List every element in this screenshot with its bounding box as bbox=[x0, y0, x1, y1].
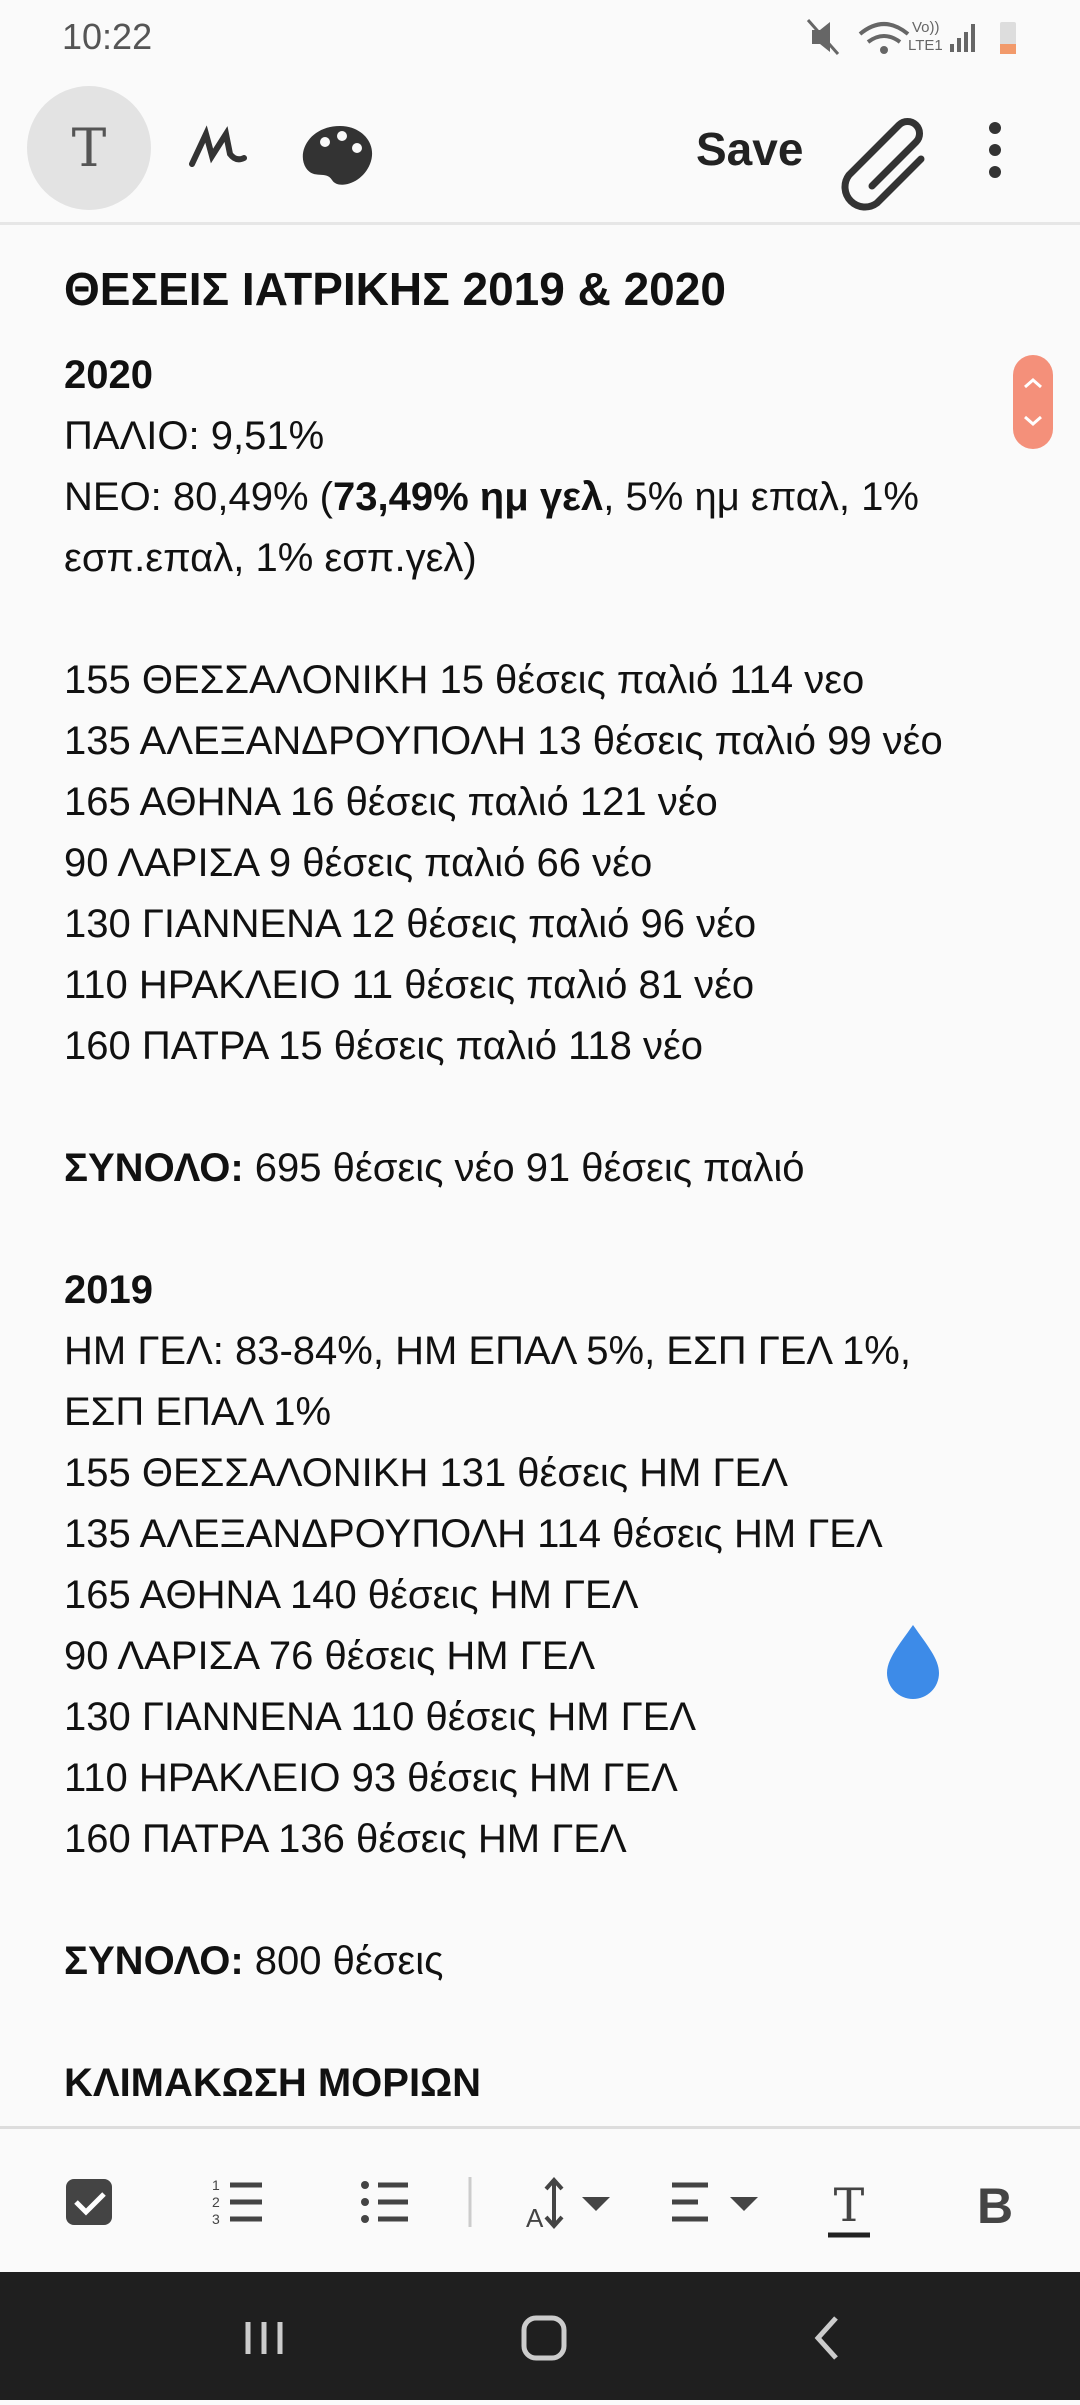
note-toolbar: T Save bbox=[0, 76, 1080, 225]
text-line: ΣΥΝΟΛΟ: 800 θέσεις bbox=[64, 1931, 990, 1992]
pen-button[interactable] bbox=[189, 125, 247, 167]
svg-text:A: A bbox=[526, 2203, 544, 2233]
text-line: 90 ΛΑΡΙΣΑ 9 θέσεις παλιό 66 νέο bbox=[64, 833, 990, 894]
text-style-button[interactable]: T bbox=[828, 2178, 870, 2238]
note-title: ΘΕΣΕΙΣ ΙΑΤΡΙΚΗΣ 2019 & 2020 bbox=[64, 263, 726, 315]
text-run: 155 ΘΕΣΣΑΛΟΝΙΚΗ 15 θέσεις παλιό 114 νεο bbox=[64, 658, 865, 702]
text-run: 90 ΛΑΡΙΣΑ 9 θέσεις παλιό 66 νέο bbox=[64, 841, 653, 885]
bold-run: ΣΥΝΟΛΟ: bbox=[64, 1939, 244, 1983]
text-run: 800 θέσεις bbox=[243, 1939, 444, 1983]
text-run: 90 ΛΑΡΙΣΑ 76 θέσεις ΗΜ ΓΕΛ bbox=[64, 1634, 596, 1678]
text-line: 130 ΓΙΑΝΝΕΝΑ 110 θέσεις ΗΜ ΓΕΛ bbox=[64, 1687, 990, 1748]
bold-run: 73,49% ημ γελ bbox=[333, 475, 604, 519]
paragraph: ΣΥΝΟΛΟ: 800 θέσεις bbox=[0, 1931, 1080, 1992]
clock: 10:22 bbox=[62, 16, 153, 57]
paragraph: ΚΛΙΜΑΚΩΣΗ ΜΟΡΙΩΝ bbox=[0, 2053, 1080, 2114]
bold-button[interactable]: B bbox=[977, 2178, 1013, 2234]
svg-text:T: T bbox=[72, 119, 107, 179]
text-run: ΠΑΛΙΟ: 9,51% bbox=[64, 414, 325, 458]
recents-button[interactable] bbox=[245, 2322, 283, 2354]
text-run: 130 ΓΙΑΝΝΕΝΑ 12 θέσεις παλιό 96 νέο bbox=[64, 902, 757, 946]
paragraph: 2019 ΗΜ ΓΕΛ: 83-84%, ΗΜ ΕΠΑΛ 5%, ΕΣΠ ΓΕΛ … bbox=[0, 1260, 1080, 1870]
text-line: 135 ΑΛΕΞΑΝΔΡΟΥΠΟΛΗ 13 θέσεις παλιό 99 νέ… bbox=[64, 711, 990, 772]
align-button[interactable] bbox=[672, 2182, 758, 2222]
text-run: 130 ΓΙΑΝΝΕΝΑ 110 θέσεις ΗΜ ΓΕΛ bbox=[64, 1695, 697, 1739]
nav-icons bbox=[245, 2315, 838, 2361]
navigation-bar bbox=[0, 2272, 1080, 2400]
text-line: 155 ΘΕΣΣΑΛΟΝΙΚΗ 131 θέσεις ΗΜ ΓΕΛ bbox=[64, 1443, 990, 1504]
paragraph: 2020 ΠΑΛΙΟ: 9,51% ΝΕΟ: 80,49% (73,49% ημ γ… bbox=[0, 345, 1080, 589]
bold-run: 2019 bbox=[64, 1268, 153, 1312]
text-run: 160 ΠΑΤΡΑ 15 θέσεις παλιό 118 νέο bbox=[64, 1024, 704, 1068]
text-run: ΝΕΟ: 80,49% ( bbox=[64, 475, 334, 519]
paragraph: ΣΥΝΟΛΟ: 695 θέσεις νέο 91 θέσεις παλιό bbox=[0, 1138, 1080, 1199]
text-run: 160 ΠΑΤΡΑ 136 θέσεις ΗΜ ΓΕΛ bbox=[64, 1817, 627, 1861]
back-button[interactable] bbox=[814, 2316, 838, 2360]
text-run: 165 ΑΘΗΝΑ 16 θέσεις παλιό 121 νέο bbox=[64, 780, 718, 824]
text-run: , 5% ημ επαλ, 1% εσπ.επαλ, 1% εσπ.γελ) bbox=[64, 475, 919, 580]
text-line: 160 ΠΑΤΡΑ 136 θέσεις ΗΜ ΓΕΛ bbox=[64, 1809, 990, 1870]
text-line: 135 ΑΛΕΞΑΝΔΡΟΥΠΟΛΗ 114 θέσεις ΗΜ ΓΕΛ bbox=[64, 1504, 990, 1565]
text-line: 2019 bbox=[64, 1260, 990, 1321]
note-content: ΘΕΣΕΙΣ ΙΑΤΡΙΚΗΣ 2019 & 2020 2020 ΠΑΛΙΟ: 9… bbox=[0, 225, 1080, 2125]
text-run: ΗΜ ΓΕΛ: 83-84%, ΗΜ ΕΠΑΛ 5%, ΕΣΠ ΓΕΛ 1%, … bbox=[64, 1329, 911, 1434]
text-line: 165 ΑΘΗΝΑ 16 θέσεις παλιό 121 νέο bbox=[64, 772, 990, 833]
text-run: 165 ΑΘΗΝΑ 140 θέσεις ΗΜ ΓΕΛ bbox=[64, 1573, 639, 1617]
numbered-list-button[interactable] bbox=[230, 2182, 262, 2222]
text-line: ΠΑΛΙΟ: 9,51% bbox=[64, 406, 990, 467]
text-run: 135 ΑΛΕΞΑΝΔΡΟΥΠΟΛΗ 114 θέσεις ΗΜ ΓΕΛ bbox=[64, 1512, 883, 1556]
bold-run: 2020 bbox=[64, 353, 153, 397]
svg-text:T: T bbox=[834, 2178, 865, 2232]
text-line: 165 ΑΘΗΝΑ 140 θέσεις ΗΜ ΓΕΛ bbox=[64, 1565, 990, 1626]
save-button[interactable]: Save bbox=[696, 123, 804, 175]
format-icons: 123 A T B bbox=[66, 2176, 1013, 2238]
text-run: 135 ΑΛΕΞΑΝΔΡΟΥΠΟΛΗ 13 θέσεις παλιό 99 νέ… bbox=[64, 719, 943, 763]
text-line: 90 ΛΑΡΙΣΑ 76 θέσεις ΗΜ ΓΕΛ bbox=[64, 1626, 990, 1687]
text-line: ΝΕΟ: 80,49% (73,49% ημ γελ, 5% ημ επαλ, … bbox=[64, 467, 990, 589]
status-bar: 10:22 Vo)) LTE1 bbox=[0, 0, 1080, 76]
text-line: 155 ΘΕΣΣΑΛΟΝΙΚΗ 15 θέσεις παλιό 114 νεο bbox=[64, 650, 990, 711]
text-run: 695 θέσεις νέο 91 θέσεις παλιό bbox=[243, 1146, 805, 1190]
status-icons: Vo)) LTE1 bbox=[806, 19, 1016, 55]
paragraph: 155 ΘΕΣΣΑΛΟΝΙΚΗ 15 θέσεις παλιό 114 νεο 1… bbox=[0, 650, 1080, 1077]
svg-text:3: 3 bbox=[212, 2211, 220, 2227]
text-run: 155 ΘΕΣΣΑΛΟΝΙΚΗ 131 θέσεις ΗΜ ΓΕΛ bbox=[64, 1451, 788, 1495]
text-mode-button[interactable] bbox=[27, 86, 151, 210]
text-run: 110 ΗΡΑΚΛΕΙΟ 11 θέσεις παλιό 81 νέο bbox=[64, 963, 755, 1007]
text-line: 2020 bbox=[64, 345, 990, 406]
bold-run: ΚΛΙΜΑΚΩΣΗ ΜΟΡΙΩΝ bbox=[64, 2061, 482, 2105]
svg-text:1: 1 bbox=[212, 2177, 220, 2193]
toolbar-icons: T bbox=[27, 86, 1001, 211]
bullet-list-button[interactable] bbox=[361, 2181, 408, 2223]
text-line: ΣΥΝΟΛΟ: 695 θέσεις νέο 91 θέσεις παλιό bbox=[64, 1138, 990, 1199]
svg-text:2: 2 bbox=[212, 2194, 220, 2210]
attach-button[interactable] bbox=[841, 118, 925, 211]
note-body: 2020 ΠΑΛΙΟ: 9,51% ΝΕΟ: 80,49% (73,49% ημ γ… bbox=[0, 345, 1080, 2114]
more-button[interactable] bbox=[989, 122, 1001, 178]
text-line: 110 ΗΡΑΚΛΕΙΟ 93 θέσεις ΗΜ ΓΕΛ bbox=[64, 1748, 990, 1809]
text-line: ΚΛΙΜΑΚΩΣΗ ΜΟΡΙΩΝ bbox=[64, 2053, 990, 2114]
checkbox-button[interactable] bbox=[66, 2179, 112, 2225]
text-line: 110 ΗΡΑΚΛΕΙΟ 11 θέσεις παλιό 81 νέο bbox=[64, 955, 990, 1016]
text-line: ΗΜ ΓΕΛ: 83-84%, ΗΜ ΕΠΑΛ 5%, ΕΣΠ ΓΕΛ 1%, … bbox=[64, 1321, 990, 1443]
text-line: 160 ΠΑΤΡΑ 15 θέσεις παλιό 118 νέο bbox=[64, 1016, 990, 1077]
text-run: 110 ΗΡΑΚΛΕΙΟ 93 θέσεις ΗΜ ΓΕΛ bbox=[64, 1756, 678, 1800]
lte-label: LTE1 bbox=[908, 37, 943, 54]
text-line: 130 ΓΙΑΝΝΕΝΑ 12 θέσεις παλιό 96 νέο bbox=[64, 894, 990, 955]
font-size-button[interactable]: A bbox=[526, 2176, 610, 2233]
volte-label: Vo)) bbox=[912, 19, 940, 36]
bold-run: ΣΥΝΟΛΟ: bbox=[64, 1146, 244, 1190]
palette-button[interactable] bbox=[302, 126, 373, 185]
home-button[interactable] bbox=[521, 2315, 567, 2361]
